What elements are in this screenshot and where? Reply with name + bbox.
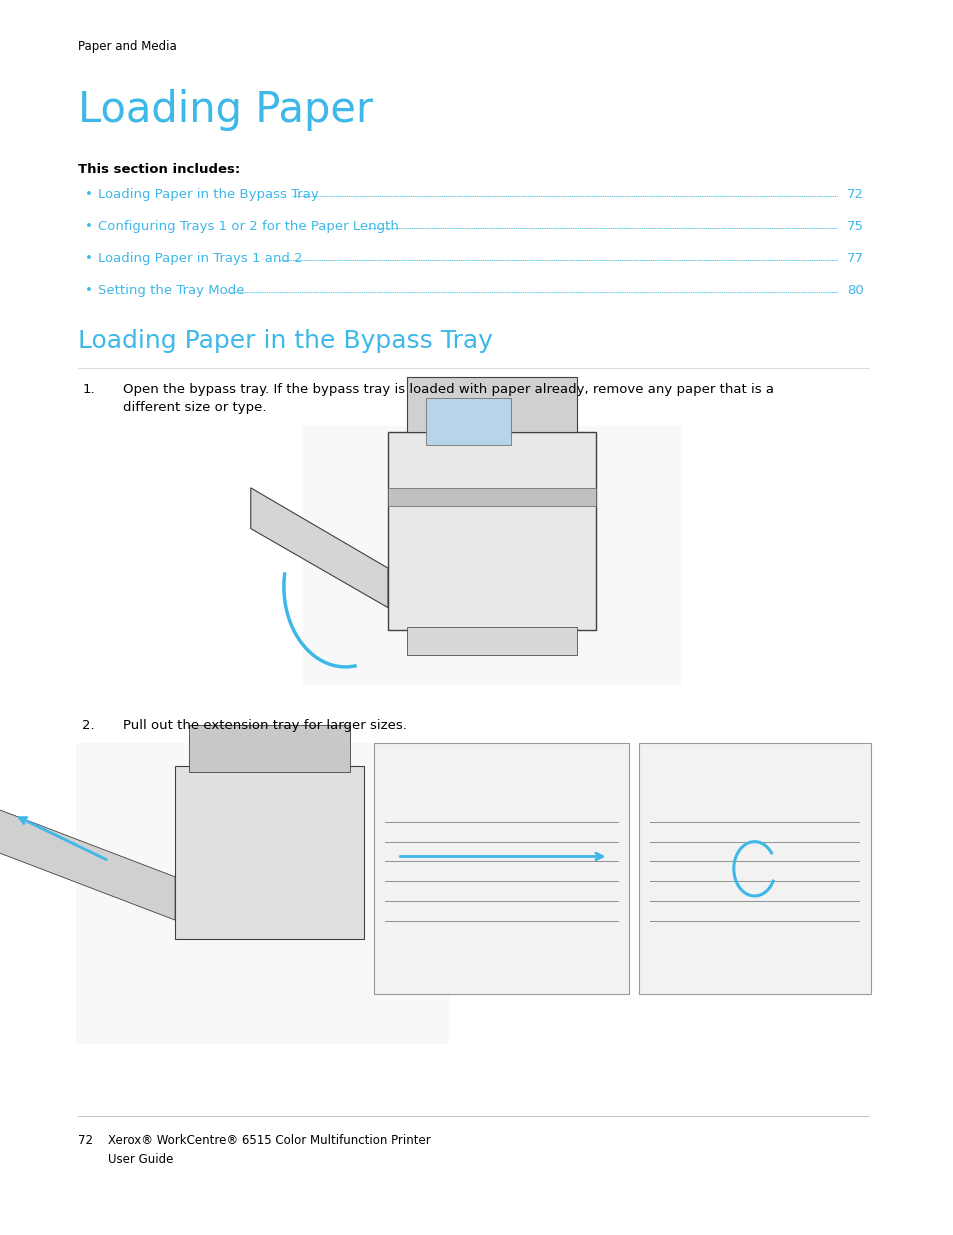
Text: Loading Paper in the Bypass Tray: Loading Paper in the Bypass Tray bbox=[77, 329, 492, 352]
FancyBboxPatch shape bbox=[388, 488, 596, 506]
Polygon shape bbox=[251, 488, 388, 608]
FancyBboxPatch shape bbox=[189, 725, 350, 772]
Text: 80: 80 bbox=[846, 284, 863, 298]
Text: 72: 72 bbox=[846, 188, 863, 201]
FancyBboxPatch shape bbox=[639, 743, 870, 994]
Text: Loading Paper in the Bypass Tray: Loading Paper in the Bypass Tray bbox=[98, 188, 319, 201]
FancyBboxPatch shape bbox=[75, 743, 449, 1044]
FancyBboxPatch shape bbox=[174, 766, 364, 939]
Text: 77: 77 bbox=[846, 252, 863, 266]
FancyBboxPatch shape bbox=[302, 426, 680, 685]
Text: Open the bypass tray. If the bypass tray is loaded with paper already, remove an: Open the bypass tray. If the bypass tray… bbox=[123, 383, 773, 414]
Text: •: • bbox=[85, 188, 93, 201]
Text: 1.: 1. bbox=[82, 383, 95, 396]
Text: User Guide: User Guide bbox=[77, 1153, 172, 1167]
Text: 75: 75 bbox=[846, 220, 863, 233]
FancyBboxPatch shape bbox=[388, 432, 596, 630]
FancyBboxPatch shape bbox=[406, 627, 577, 655]
FancyBboxPatch shape bbox=[406, 377, 577, 432]
Text: 2.: 2. bbox=[82, 719, 95, 732]
Text: Configuring Trays 1 or 2 for the Paper Length: Configuring Trays 1 or 2 for the Paper L… bbox=[98, 220, 399, 233]
Text: •: • bbox=[85, 252, 93, 266]
Text: Setting the Tray Mode: Setting the Tray Mode bbox=[98, 284, 245, 298]
Text: 72    Xerox® WorkCentre® 6515 Color Multifunction Printer: 72 Xerox® WorkCentre® 6515 Color Multifu… bbox=[77, 1134, 430, 1147]
Text: Loading Paper in Trays 1 and 2: Loading Paper in Trays 1 and 2 bbox=[98, 252, 303, 266]
Text: Paper and Media: Paper and Media bbox=[77, 40, 176, 53]
FancyBboxPatch shape bbox=[425, 398, 511, 445]
Text: •: • bbox=[85, 284, 93, 298]
Text: This section includes:: This section includes: bbox=[77, 163, 239, 177]
Text: Loading Paper: Loading Paper bbox=[77, 89, 373, 131]
Text: •: • bbox=[85, 220, 93, 233]
Text: Pull out the extension tray for larger sizes.: Pull out the extension tray for larger s… bbox=[123, 719, 407, 732]
Polygon shape bbox=[0, 803, 174, 920]
FancyBboxPatch shape bbox=[374, 743, 629, 994]
